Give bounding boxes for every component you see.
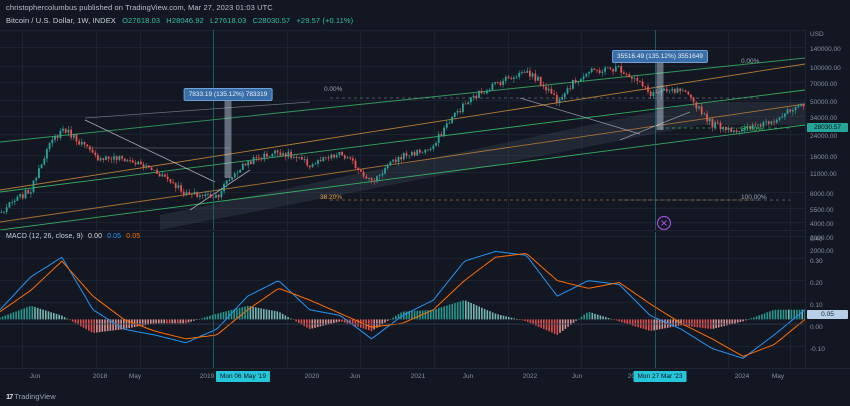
time-axis-tick: 2021 [410,373,426,380]
macd-tick-5: -0.10 [810,346,825,353]
time-axis-tick: 2024 [734,373,750,380]
price-tick-7: 11000.00 [810,171,837,178]
time-axis-tick: 2018 [92,373,108,380]
price-tick-12: 2000.00 [810,248,834,255]
measure-label-1[interactable]: 7833.19 (135.12%) 783319 [183,88,273,101]
ohlc-open: O27618.03 [122,16,161,25]
chart-footer: 17 TradingView [0,388,850,406]
channel-shading [160,102,805,230]
time-axis[interactable]: Jun2018May20192020Jun2021Jun2022Jun20232… [0,368,850,388]
macd-pane[interactable] [0,232,805,368]
time-axis-tag: Mon 06 May '19 [215,371,271,382]
trendline-orange-upper [0,63,805,191]
symbol-title[interactable]: Bitcoin / U.S. Dollar, 1W, INDEX [6,16,116,25]
trendline-descending-2 [519,97,641,135]
ohlc-high: H28046.92 [166,16,204,25]
time-axis-tick: May [128,373,142,380]
trendline-ascending [189,169,251,211]
measure-bar-1 [224,96,232,178]
price-axis-unit: USD [810,31,824,38]
price-tick-6: 16000.00 [810,154,838,161]
price-tick-4: 34000.00 [810,115,838,122]
macd-tick-4: 0.00 [810,324,823,331]
current-price-tag: 28030.57 [807,123,848,132]
macd-tick-3: 0.10 [810,302,823,309]
price-tick-11: 2800.00 [810,235,834,242]
crosshair-line-right [655,30,656,230]
price-tick-1: 100000.00 [810,65,841,72]
time-axis-tick: Jun [462,373,474,380]
time-axis-tick: 2022 [522,373,538,380]
attribution-text: christophercolumbus published on Trading… [6,3,273,12]
tradingview-brand-text: TradingView [14,392,56,401]
time-axis-tick: 2019 [199,373,215,380]
macd-legend-value-macd: 0.05 [107,233,122,240]
measure-label-2[interactable]: 35516.49 (135.12%) 3551649 [611,50,709,63]
price-tick-0: 140000.00 [810,46,841,53]
macd-gridlines [0,232,805,368]
crosshair-line-left-macd [213,232,214,368]
price-axis-separator [805,30,806,368]
trendline-flat [84,101,311,119]
time-axis-tick: May [771,373,785,380]
price-tick-3: 50000.00 [810,99,838,106]
time-axis-tick: Jun [29,373,41,380]
crosshair-line-left [213,30,214,230]
price-tick-5: 24000.00 [810,133,838,140]
channel-upper-line [0,57,805,143]
price-axis[interactable]: USD 140000.00 100000.00 70000.00 50000.0… [805,30,850,375]
alert-circle-marker[interactable] [655,214,673,230]
macd-plot [0,250,805,359]
channel-mid-line [0,89,805,193]
macd-tick-0: 0.40 [810,236,823,243]
candlestick-series [0,62,805,215]
fib-label-0: 0.00% [324,86,343,93]
macd-line [0,250,805,359]
macd-legend[interactable]: MACD (12, 26, close, 9) 0.00 0.05 0.05 [6,233,140,240]
macd-signal-line [0,252,805,357]
fib-label-382: 38.20% [320,194,343,201]
trendline-orange-lower [0,103,805,223]
chart-header: christophercolumbus published on Trading… [0,0,850,30]
fib-label-0-right: 0.00% [741,58,760,65]
tradingview-mark-icon: 17 [6,392,13,401]
ohlc-low: L27618.03 [210,16,247,25]
price-tick-9: 5500.00 [810,207,834,214]
macd-tick-2: 0.20 [810,280,823,287]
macd-current-tag: 0.05 [807,310,848,319]
ohlc-close: C28030.57 [252,16,291,25]
macd-legend-value-signal: 0.05 [126,233,141,240]
time-axis-separator [0,368,850,369]
measure-bar-2 [656,58,664,130]
time-axis-tick: 2020 [304,373,320,380]
time-axis-tick: Jun [349,373,361,380]
symbol-legend: Bitcoin / U.S. Dollar, 1W, INDEX O27618.… [6,16,353,25]
tradingview-logo[interactable]: 17 TradingView [6,392,56,401]
macd-tick-1: 0.30 [810,258,823,265]
channel-lower-line [0,124,805,230]
pane-divider[interactable] [0,230,805,231]
price-tick-8: 8000.00 [810,191,834,198]
price-change: +29.57 (+0.11%) [296,16,354,25]
price-tick-2: 70000.00 [810,81,838,88]
time-axis-tag: Mon 27 Mar '23 [633,371,687,382]
price-tick-10: 4000.00 [810,221,834,228]
macd-legend-value-hist: 0.00 [88,233,103,240]
macd-legend-name: MACD (12, 26, close, 9) [6,233,83,240]
time-axis-tick: Jun [571,373,583,380]
fib-label-100: 100.00% [741,194,767,201]
fib-label-50: 50.00% [741,126,764,133]
price-overlays [0,57,805,230]
trendline-descending [84,119,216,183]
crosshair-line-right-macd [655,232,656,368]
price-pane[interactable]: 7833.19 (135.12%) 783319 35516.49 (135.1… [0,30,805,230]
